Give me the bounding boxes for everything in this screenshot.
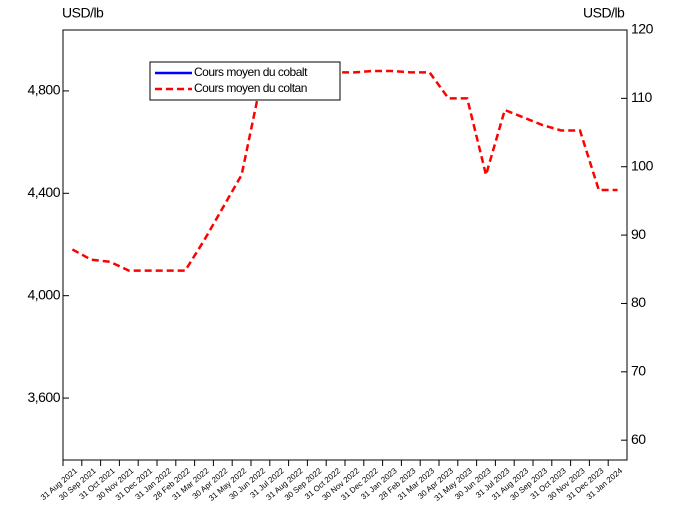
y-tick-label: 3,600 xyxy=(27,389,60,405)
legend-box xyxy=(149,61,341,101)
legend-label: Cours moyen du coltan xyxy=(194,81,307,95)
y-axis-label: USD/lb xyxy=(62,5,104,21)
y2-axis-label: USD/lb xyxy=(583,5,625,21)
y2-tick-label: 120 xyxy=(631,21,654,37)
y2-tick-label: 60 xyxy=(631,431,646,447)
y2-tick-label: 70 xyxy=(631,363,646,379)
y-tick-label: 4,400 xyxy=(27,184,60,200)
y2-tick-label: 80 xyxy=(631,294,646,310)
plot-lines xyxy=(71,69,618,272)
y-tick-label: 4,800 xyxy=(27,82,60,98)
y2-tick-label: 100 xyxy=(631,157,654,173)
y2-tick-label: 110 xyxy=(631,89,653,105)
data-line xyxy=(71,69,618,272)
y-tick-label: 4,000 xyxy=(27,286,60,302)
legend-label: Cours moyen du cobalt xyxy=(194,65,308,79)
y2-tick-label: 90 xyxy=(631,226,646,242)
plot-frame xyxy=(62,29,628,461)
